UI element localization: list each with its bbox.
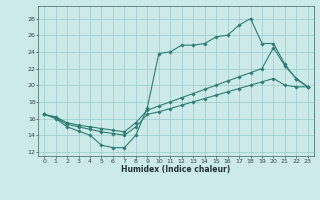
X-axis label: Humidex (Indice chaleur): Humidex (Indice chaleur): [121, 165, 231, 174]
